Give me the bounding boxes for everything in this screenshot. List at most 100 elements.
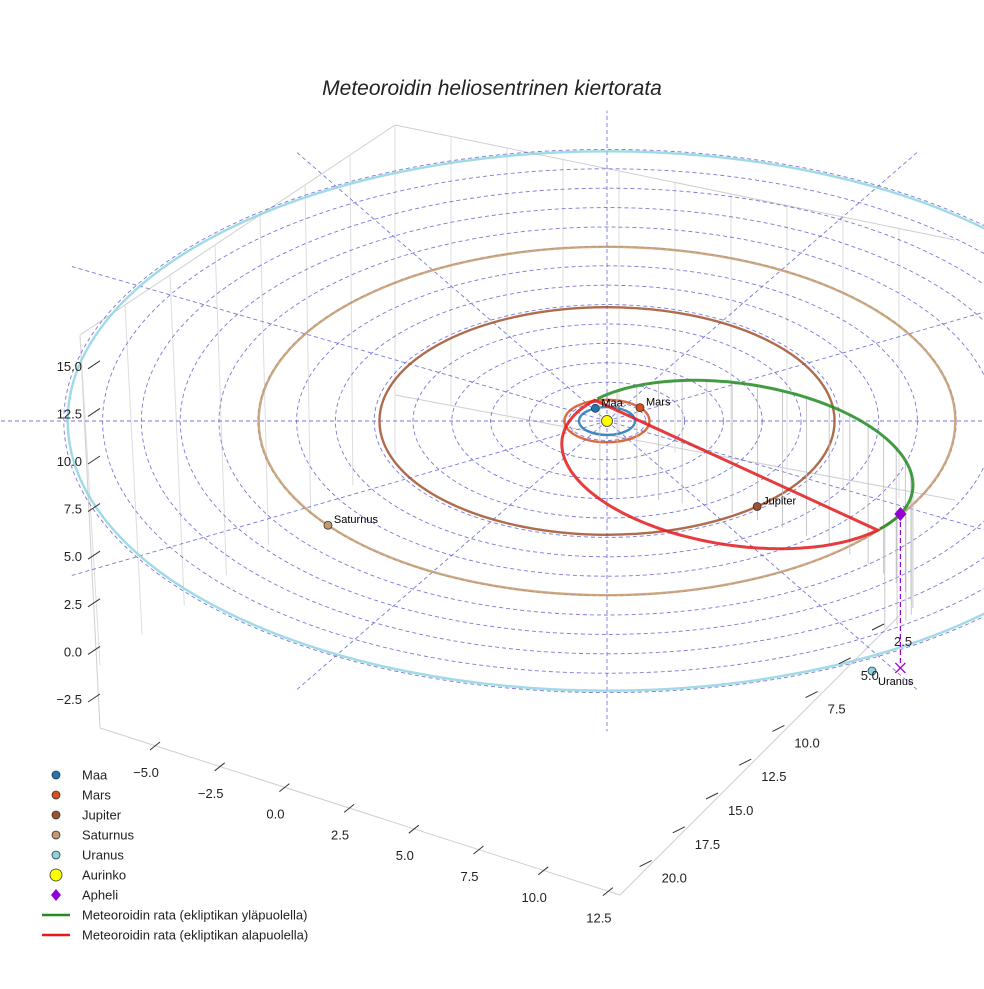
planet-saturnus bbox=[323, 520, 333, 530]
legend-label: Aurinko bbox=[82, 868, 126, 883]
x-tick bbox=[214, 762, 226, 772]
ecliptic-spoke bbox=[606, 151, 918, 422]
axis-box-line bbox=[619, 614, 901, 896]
legend-label: Saturnus bbox=[82, 828, 135, 843]
y-tick-label: 15.0 bbox=[728, 803, 753, 818]
y-tick-label: 5.0 bbox=[861, 668, 879, 683]
y-tick-label: 17.5 bbox=[695, 837, 720, 852]
legend-item: Uranus bbox=[51, 848, 124, 863]
z-tick bbox=[87, 455, 101, 465]
y-tick bbox=[805, 691, 818, 699]
x-tick-label: −5.0 bbox=[133, 765, 159, 780]
z-tick bbox=[87, 407, 101, 417]
axis-ticks: −2.5 0.0 2.5 5.0 7.5 10.0 12.5 15.0 −5.0 −2.5 0.0 2… bbox=[56, 359, 912, 926]
z-tick bbox=[87, 693, 101, 703]
planet-orbits bbox=[66, 150, 984, 692]
ecliptic-spoke bbox=[606, 311, 984, 422]
axis-box-line bbox=[79, 334, 101, 729]
legend-label: Apheli bbox=[82, 888, 118, 903]
y-tick-label: 2.5 bbox=[894, 634, 912, 649]
z-tick bbox=[87, 360, 101, 370]
legend-label: Uranus bbox=[82, 848, 124, 863]
z-tick bbox=[87, 645, 101, 655]
axis-box-line bbox=[79, 124, 396, 336]
planet-uranus bbox=[867, 666, 877, 676]
legend-item: Meteoroidin rata (ekliptikan yläpuolella… bbox=[42, 908, 307, 923]
y-tick bbox=[639, 860, 652, 868]
x-tick bbox=[343, 804, 355, 813]
meteoroid-orbit-below bbox=[560, 398, 881, 551]
grid-line bbox=[304, 184, 312, 516]
orbit-mars bbox=[563, 398, 651, 444]
legend-label: Mars bbox=[82, 788, 111, 803]
x-tick-label: 0.0 bbox=[266, 807, 284, 822]
z-tick bbox=[87, 550, 101, 560]
planet-jupiter bbox=[752, 502, 762, 511]
legend-item: Apheli bbox=[51, 888, 118, 903]
z-tick-label: 2.5 bbox=[64, 597, 82, 612]
axis-box-line bbox=[99, 727, 621, 896]
ecliptic-spoke bbox=[296, 151, 608, 422]
x-tick-label: −2.5 bbox=[198, 786, 224, 801]
ecliptic-spoke bbox=[296, 420, 608, 691]
chart-title: Meteoroidin heliosentrinen kiertorata bbox=[322, 77, 662, 100]
axes-box bbox=[79, 124, 956, 896]
ecliptic-spoke bbox=[606, 420, 918, 691]
legend-swatch-circle bbox=[49, 868, 63, 882]
z-tick-label: 5.0 bbox=[64, 549, 82, 564]
legend-swatch-circle bbox=[51, 810, 61, 820]
grid-line bbox=[259, 214, 270, 546]
y-tick bbox=[705, 792, 719, 800]
ecliptic-ring bbox=[412, 323, 802, 519]
y-tick bbox=[838, 657, 852, 665]
x-tick bbox=[408, 824, 420, 834]
y-tick bbox=[772, 724, 785, 732]
planet-label-uranus: Uranus bbox=[878, 676, 914, 688]
legend-item: Mars bbox=[51, 788, 111, 803]
orbit-saturnus bbox=[257, 245, 957, 597]
legend-item: Saturnus bbox=[51, 828, 135, 843]
z-tick-label: 7.5 bbox=[64, 502, 82, 517]
y-tick bbox=[871, 623, 885, 631]
z-tick-label: 15.0 bbox=[57, 359, 82, 374]
legend-swatch-circle bbox=[51, 830, 61, 840]
ecliptic-ring bbox=[334, 284, 880, 558]
legend-swatch-diamond bbox=[51, 889, 61, 901]
grid-line bbox=[214, 244, 227, 576]
legend-item: Jupiter bbox=[51, 808, 122, 823]
legend-label: Meteoroidin rata (ekliptikan yläpuolella… bbox=[82, 908, 307, 923]
x-tick-label: 7.5 bbox=[460, 869, 478, 884]
planet-mars bbox=[635, 403, 645, 413]
ecliptic-spoke bbox=[69, 420, 608, 577]
planet-label-maa: Maa bbox=[601, 397, 623, 409]
legend-swatch-circle bbox=[51, 770, 61, 780]
planet-markers: Maa Mars Jupiter Saturnus Uranus bbox=[323, 397, 914, 688]
x-tick bbox=[473, 845, 484, 855]
legend-swatch-circle bbox=[51, 790, 61, 800]
orbit-uranus bbox=[66, 150, 984, 692]
y-tick bbox=[672, 826, 686, 834]
grid-line bbox=[169, 274, 185, 606]
planet-label-saturnus: Saturnus bbox=[334, 514, 379, 526]
x-tick bbox=[149, 741, 161, 751]
meteoroid-droplines bbox=[599, 380, 914, 629]
legend-swatch-circle bbox=[51, 850, 61, 860]
orbit-jupiter bbox=[378, 306, 836, 536]
z-tick bbox=[87, 598, 101, 608]
vertical-grid bbox=[79, 125, 900, 666]
ecliptic-spoke bbox=[69, 265, 608, 422]
x-tick bbox=[279, 783, 290, 792]
z-tick-label: −2.5 bbox=[56, 692, 82, 707]
legend-item: Meteoroidin rata (ekliptikan alapuolella… bbox=[42, 928, 308, 943]
planet-label-mars: Mars bbox=[646, 397, 671, 409]
legend-label: Meteoroidin rata (ekliptikan alapuolella… bbox=[82, 928, 308, 943]
z-tick bbox=[87, 503, 101, 513]
x-tick-label: 12.5 bbox=[586, 911, 611, 926]
y-tick-label: 12.5 bbox=[761, 769, 786, 784]
aphelion-projection-marker bbox=[894, 662, 906, 674]
meteoroid-orbit bbox=[560, 378, 915, 674]
y-tick-label: 20.0 bbox=[662, 871, 687, 886]
z-tick-label: 10.0 bbox=[57, 454, 82, 469]
